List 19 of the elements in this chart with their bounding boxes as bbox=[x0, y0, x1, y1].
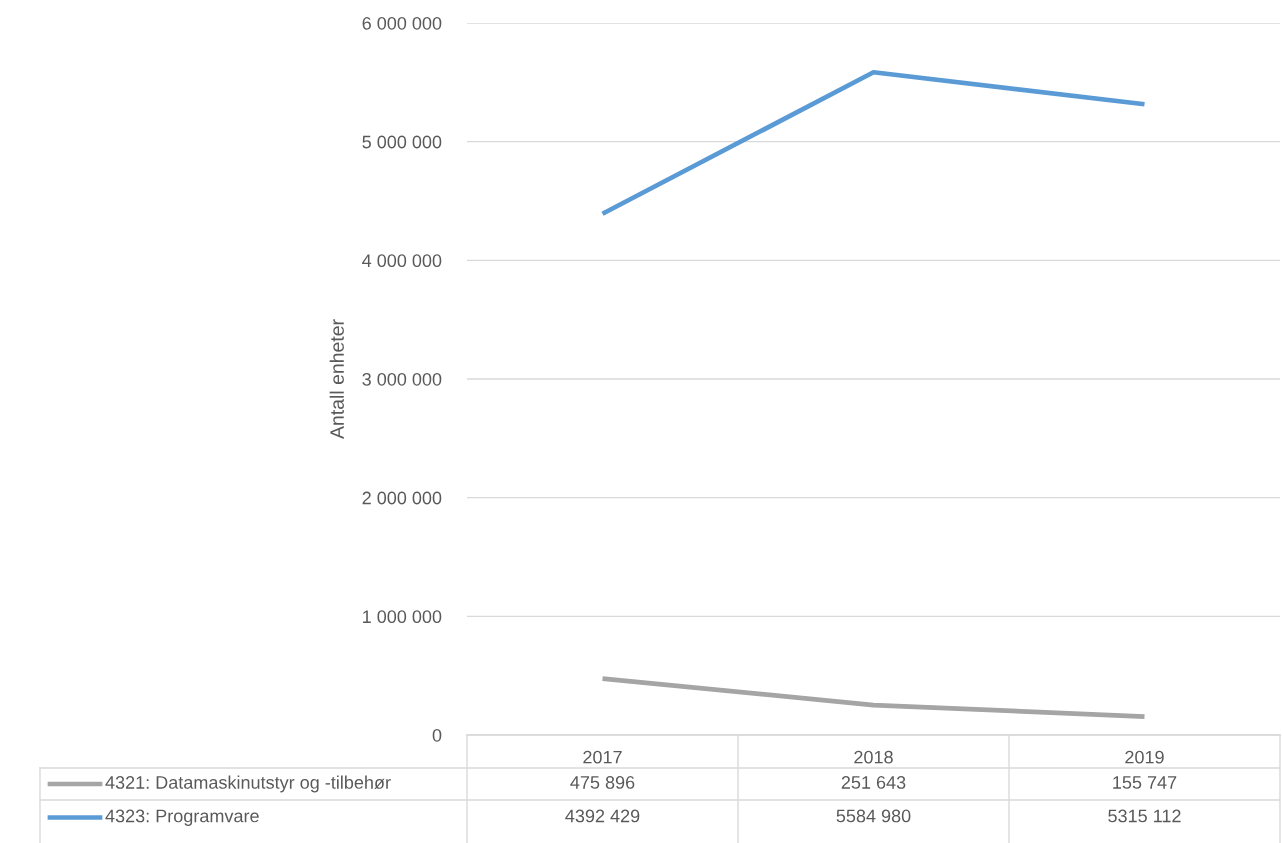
x-tick-label: 2018 bbox=[854, 750, 893, 764]
data-label: 475 896 bbox=[570, 776, 635, 789]
y-tick-label: 6 000 000 bbox=[362, 16, 442, 30]
y-tick-label: 3 000 000 bbox=[362, 372, 442, 386]
y-axis-title: Antall enheter bbox=[329, 319, 344, 439]
data-label: 155 747 bbox=[1113, 776, 1177, 789]
legend-label: 4321: Datamaskinutstyr og -tilbehør bbox=[105, 775, 391, 793]
y-tick-label: 0 bbox=[432, 728, 442, 742]
data-label: 4392 429 bbox=[565, 809, 640, 823]
y-tick-label: 4 000 000 bbox=[362, 254, 442, 268]
legend-label: 4323: Programvare bbox=[105, 809, 259, 826]
y-tick-label: 1 000 000 bbox=[363, 610, 442, 624]
y-tick-label: 2 000 000 bbox=[362, 491, 442, 505]
data-label: 5584 980 bbox=[836, 809, 911, 823]
x-tick-label: 2019 bbox=[1125, 750, 1164, 764]
y-tick-label: 5 000 000 bbox=[362, 135, 442, 149]
data-label: 251 643 bbox=[841, 776, 906, 789]
x-tick-label: 2017 bbox=[583, 750, 622, 764]
data-label: 5315 112 bbox=[1108, 809, 1181, 823]
